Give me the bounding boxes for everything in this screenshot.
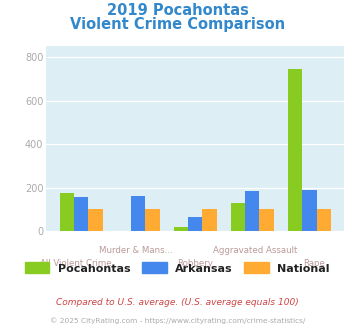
Text: Murder & Mans...: Murder & Mans... <box>99 246 173 255</box>
Bar <box>188 217 202 231</box>
Text: Rape: Rape <box>304 259 326 268</box>
Bar <box>88 209 103 231</box>
Bar <box>145 209 160 231</box>
Bar <box>288 69 302 231</box>
Text: Robbery: Robbery <box>177 259 213 268</box>
Text: © 2025 CityRating.com - https://www.cityrating.com/crime-statistics/: © 2025 CityRating.com - https://www.city… <box>50 317 305 324</box>
Text: Aggravated Assault: Aggravated Assault <box>213 246 297 255</box>
Text: 2019 Pocahontas: 2019 Pocahontas <box>106 3 248 18</box>
Bar <box>202 209 217 231</box>
Bar <box>74 197 88 231</box>
Bar <box>231 203 245 231</box>
Text: Violent Crime Comparison: Violent Crime Comparison <box>70 16 285 31</box>
Bar <box>245 191 260 231</box>
Bar <box>60 193 74 231</box>
Text: Compared to U.S. average. (U.S. average equals 100): Compared to U.S. average. (U.S. average … <box>56 298 299 307</box>
Text: All Violent Crime: All Violent Crime <box>40 259 112 268</box>
Bar <box>174 227 188 231</box>
Legend: Pocahontas, Arkansas, National: Pocahontas, Arkansas, National <box>21 258 334 278</box>
Bar <box>317 209 331 231</box>
Bar <box>131 196 145 231</box>
Bar <box>260 209 274 231</box>
Bar <box>302 190 317 231</box>
